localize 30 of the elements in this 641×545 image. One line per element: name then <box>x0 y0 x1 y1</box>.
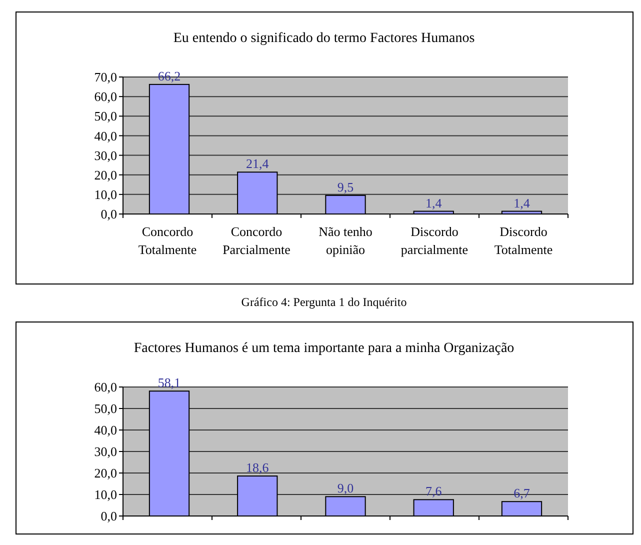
y-tick-label: 60,0 <box>94 89 117 104</box>
text: Gráfico 4: Pergunta 1 do Inquérito <box>241 295 407 309</box>
y-tick-label: 30,0 <box>94 148 117 163</box>
y-tick-label: 10,0 <box>94 487 117 502</box>
x-tick-label: Discordo Totalmente <box>494 224 553 257</box>
chart-title: Eu entendo o significado do termo Factores Humanos <box>173 31 475 46</box>
data-label: 21,4 <box>246 156 270 172</box>
x-tick-label: Não tenho opinião <box>318 224 372 257</box>
data-label: 9,5 <box>337 179 354 194</box>
y-tick-label: 50,0 <box>94 108 117 124</box>
data-label: 9,0 <box>337 480 354 496</box>
y-tick-label: 60,0 <box>94 380 117 395</box>
y-tick-label: 50,0 <box>94 401 117 416</box>
data-label: 18,6 <box>246 460 270 476</box>
y-tick-label: 40,0 <box>94 128 117 144</box>
y-tick-label: 70,0 <box>94 70 117 85</box>
x-tick-label: Concordo Totalmente <box>138 224 197 257</box>
x-tick-label: Concordo Parcialmente <box>222 224 291 257</box>
x-tick-label: Discordo parcialmente <box>400 224 468 257</box>
data-label: 1,4 <box>514 195 530 210</box>
y-tick-label: 30,0 <box>94 444 117 460</box>
y-tick-label: 10,0 <box>94 186 117 202</box>
y-tick-label: 0,0 <box>100 508 117 524</box>
y-tick-label: 0,0 <box>100 206 117 222</box>
chart-title: Factores Humanos é um tema importante para a minha Organização <box>134 341 514 356</box>
data-label: 58,1 <box>158 375 181 390</box>
y-tick-label: 20,0 <box>94 466 117 481</box>
y-tick-label: 20,0 <box>94 167 117 182</box>
y-tick-label: 40,0 <box>94 422 117 438</box>
data-label: 1,4 <box>425 195 442 210</box>
